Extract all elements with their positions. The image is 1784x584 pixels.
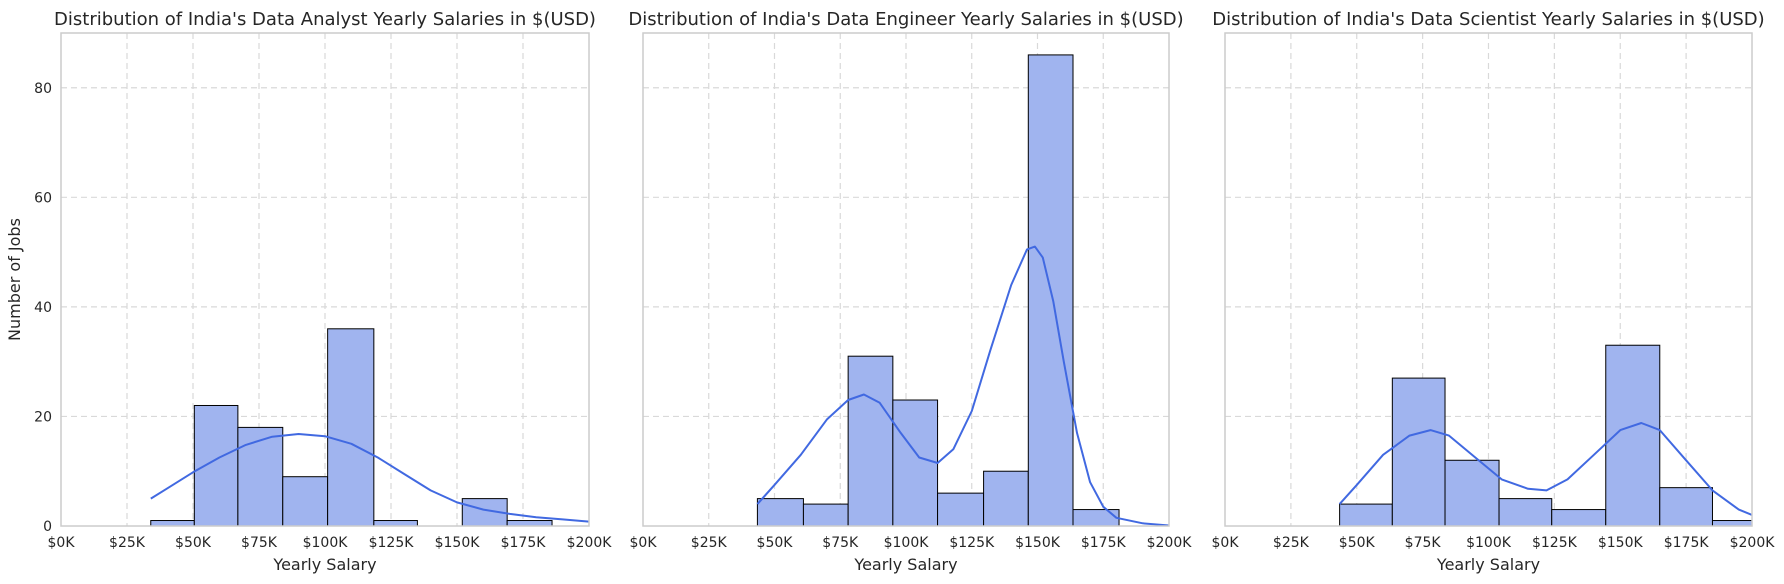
x-tick-label: $0K <box>1212 535 1240 551</box>
histogram-bar <box>983 470 1029 526</box>
x-tick-label: $100K <box>1466 535 1512 551</box>
x-tick-label: $75K <box>822 535 859 551</box>
histogram-bar <box>1444 459 1500 526</box>
x-tick-label: $150K <box>1015 535 1061 551</box>
histogram-bar <box>150 520 195 526</box>
histogram-bar <box>193 404 239 526</box>
chart-title: Distribution of India's Data Engineer Ye… <box>628 9 1183 30</box>
x-tick-label: $0K <box>630 535 658 551</box>
y-tick-label: 80 <box>34 81 52 97</box>
histogram-bar <box>1498 498 1553 526</box>
histogram-bar <box>373 520 418 526</box>
x-tick-label: $125K <box>369 535 415 551</box>
panel-frame <box>1224 32 1753 527</box>
histogram-bar <box>1711 520 1752 526</box>
histogram-bar <box>282 476 329 526</box>
panel-frame <box>642 32 1170 527</box>
x-tick-label: $200K <box>1147 535 1193 551</box>
x-tick-label: $50K <box>1339 535 1376 551</box>
kde-curve <box>150 433 589 523</box>
x-tick-label: $50K <box>757 535 794 551</box>
y-tick-label: 20 <box>34 409 52 425</box>
y-tick-label: 40 <box>34 300 52 316</box>
histogram-bar <box>847 355 894 526</box>
kde-curve <box>756 245 1169 526</box>
kde-curve <box>1338 422 1752 516</box>
x-tick-label: $75K <box>241 535 278 551</box>
chart-panel-3: Distribution of India's Data Scientist Y… <box>1212 9 1776 574</box>
histogram-bar <box>327 328 375 526</box>
histogram-bars <box>756 54 1120 526</box>
x-tick-label: $175K <box>501 535 547 551</box>
x-tick-label: $25K <box>1273 535 1310 551</box>
chart-panel-2: Distribution of India's Data Engineer Ye… <box>628 9 1192 574</box>
histogram-bar <box>1659 487 1713 526</box>
x-axis-label: Yearly Salary <box>1436 555 1540 574</box>
histogram-bar <box>237 426 284 526</box>
histogram-bar <box>1072 509 1120 526</box>
histogram-bar <box>1551 509 1607 526</box>
histogram-bar <box>756 498 804 526</box>
x-tick-label: $75K <box>1405 535 1442 551</box>
x-tick-label: $25K <box>109 535 146 551</box>
x-tick-label: $125K <box>1532 535 1578 551</box>
x-tick-label: $100K <box>884 535 930 551</box>
chart-title: Distribution of India's Data Scientist Y… <box>1212 9 1764 30</box>
y-axis-label: Number of Jobs <box>5 218 24 341</box>
x-tick-label: $125K <box>949 535 995 551</box>
x-tick-label: $200K <box>567 535 613 551</box>
panel-frame <box>60 32 590 527</box>
x-tick-label: $0K <box>48 535 76 551</box>
histogram-bar <box>1391 377 1446 526</box>
x-tick-label: $50K <box>175 535 212 551</box>
x-tick-label: $100K <box>303 535 349 551</box>
chart-title: Distribution of India's Data Analyst Yea… <box>54 9 596 30</box>
x-tick-label: $150K <box>1598 535 1644 551</box>
x-axis-label: Yearly Salary <box>272 555 376 574</box>
x-tick-label: $150K <box>435 535 481 551</box>
chart-panel-1: Distribution of India's Data Analyst Yea… <box>5 9 612 574</box>
x-tick-label: $25K <box>691 535 728 551</box>
histogram-bar <box>892 399 939 526</box>
x-tick-label: $175K <box>1081 535 1127 551</box>
x-tick-label: $175K <box>1664 535 1710 551</box>
histogram-bars <box>1339 344 1752 526</box>
y-tick-label: 0 <box>43 519 52 535</box>
y-tick-label: 60 <box>34 190 52 206</box>
x-tick-label: $200K <box>1730 535 1776 551</box>
histogram-bar <box>506 520 553 526</box>
histogram-bars <box>150 328 553 526</box>
histogram-bar <box>1339 503 1393 526</box>
histogram-bar <box>802 503 849 526</box>
histogram-bar <box>937 492 985 526</box>
histogram-bar <box>1605 344 1661 526</box>
x-axis-label: Yearly Salary <box>853 555 957 574</box>
